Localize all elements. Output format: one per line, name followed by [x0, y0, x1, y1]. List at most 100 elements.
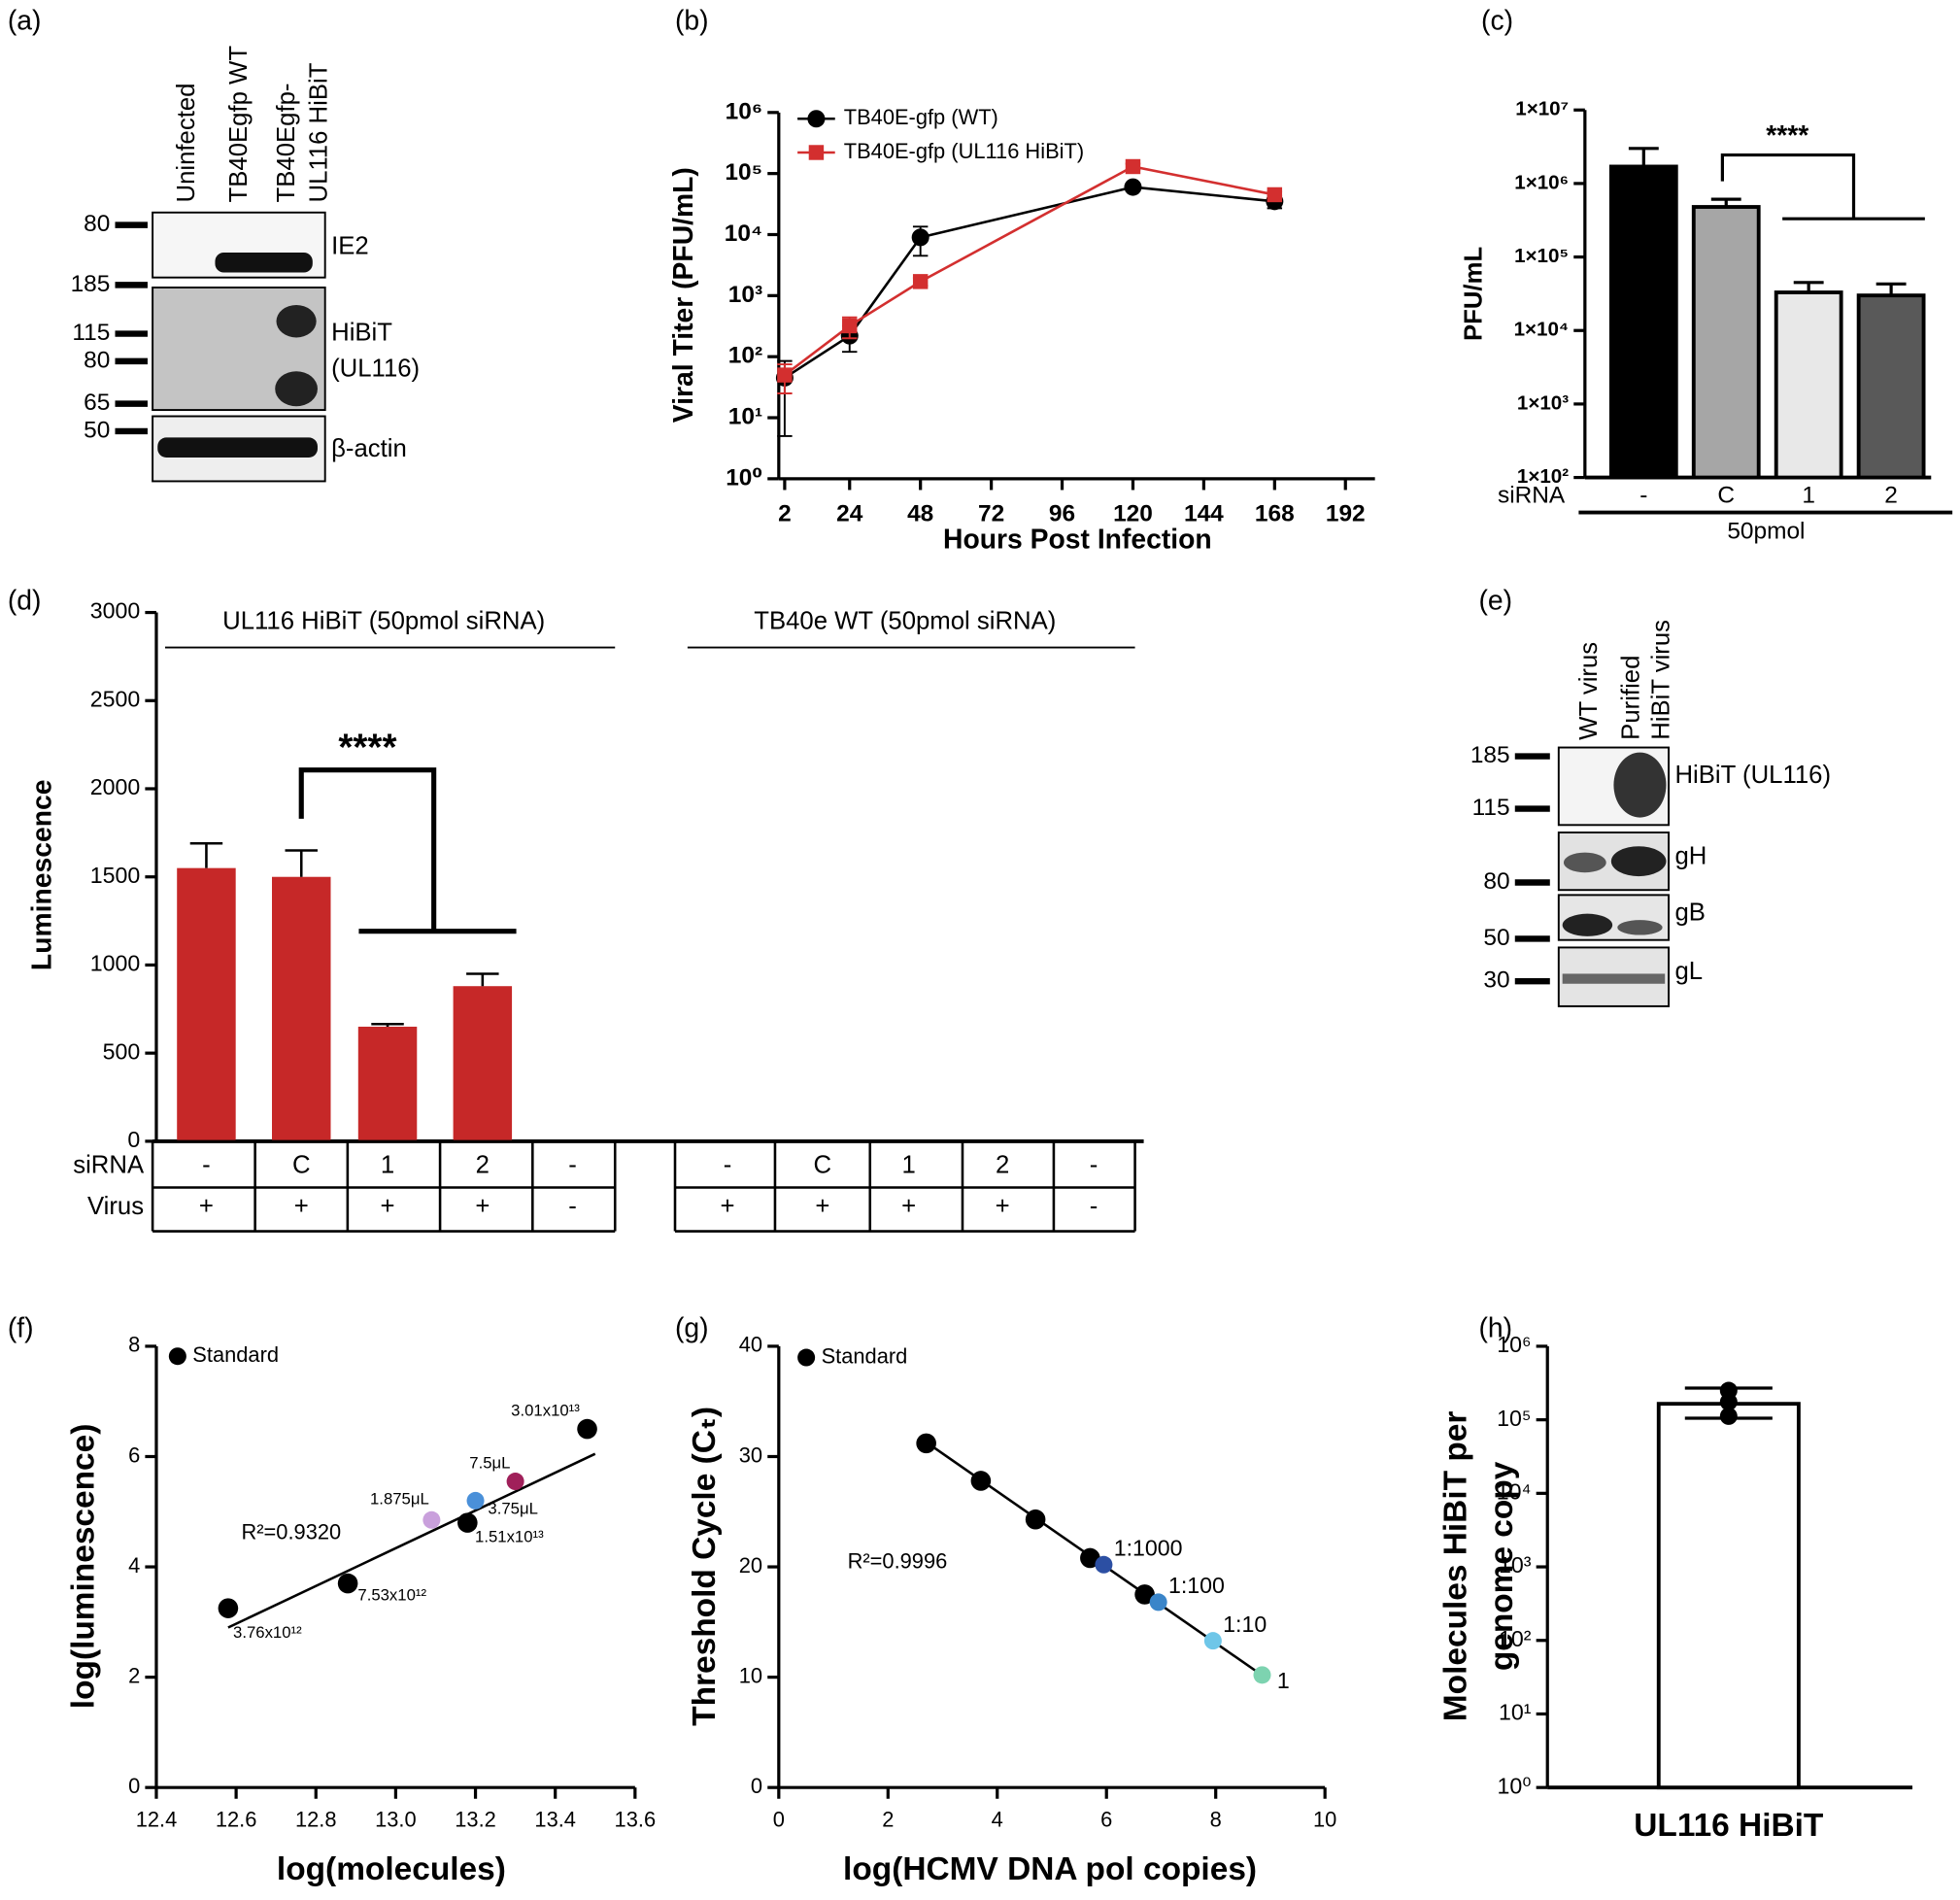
- marker: [1267, 187, 1283, 203]
- marker: [911, 228, 929, 247]
- legend-label: TB40E-gfp (UL116 HiBiT): [844, 139, 1084, 163]
- data-point: [916, 1433, 936, 1454]
- band-label: (UL116): [331, 356, 420, 383]
- table-cell: -: [1090, 1193, 1098, 1220]
- table-cell: -: [1090, 1151, 1098, 1178]
- legend-label: Standard: [822, 1343, 908, 1368]
- error-bar: [466, 972, 499, 987]
- y-tick-label: 10⁶: [1497, 1332, 1531, 1357]
- marker: [1124, 178, 1142, 196]
- blot-e-markers: [1514, 753, 1550, 985]
- band-label: gL: [1674, 958, 1703, 985]
- y-tick-label: 6: [128, 1442, 140, 1467]
- x-tick-label: UL116 HiBiT: [1634, 1808, 1824, 1844]
- table-cell: C: [292, 1151, 311, 1178]
- table-cell: +: [294, 1193, 309, 1220]
- y-tick-label: 8: [128, 1333, 140, 1357]
- group-label: TB40e WT (50pmol siRNA): [754, 608, 1056, 635]
- band: [1613, 752, 1667, 818]
- sample-label: 1:100: [1168, 1573, 1225, 1598]
- marker: [842, 318, 858, 334]
- marker-label: 80: [84, 347, 110, 373]
- significance-label: ****: [338, 727, 396, 768]
- y-axis-title: Molecules HiBiT per: [1437, 1411, 1473, 1722]
- point-label: 7.53x10¹²: [357, 1585, 426, 1604]
- bar: [1656, 1402, 1801, 1790]
- y-tick-label: 4: [128, 1553, 140, 1578]
- panel-label: (d): [8, 585, 42, 616]
- band: [275, 371, 318, 407]
- bar: [177, 867, 236, 1141]
- y-tick-label: 0: [128, 1774, 140, 1798]
- panel-label: (c): [1481, 5, 1513, 36]
- row-label: Virus: [87, 1193, 144, 1220]
- marker-label: 50: [1483, 925, 1509, 951]
- table-cell: +: [721, 1193, 735, 1220]
- sample-label: 3.75μL: [488, 1499, 537, 1517]
- group-label: UL116 HiBiT (50pmol siRNA): [222, 608, 545, 635]
- error-bar: [189, 841, 223, 868]
- x-tick-label: 144: [1184, 501, 1224, 527]
- group-label: 50pmol: [1727, 519, 1805, 545]
- band: [1617, 920, 1663, 935]
- table-cell: +: [815, 1193, 829, 1220]
- table-cell: C: [814, 1151, 832, 1178]
- lane-label: Purified: [1618, 656, 1645, 740]
- y-tick-label: 40: [739, 1333, 762, 1357]
- table-cell: +: [996, 1193, 1010, 1220]
- significance-bracket: [298, 767, 517, 934]
- legend-marker: [797, 1348, 816, 1367]
- point-label: 1.51x10¹³: [475, 1527, 544, 1545]
- y-tick-label: 2500: [90, 686, 141, 711]
- marker-label: 185: [1470, 742, 1510, 768]
- y-tick-label: 1×10⁷: [1515, 98, 1569, 120]
- lane-label: TB40Egfp-: [273, 84, 300, 203]
- y-tick-label: 2: [128, 1663, 140, 1687]
- band: [1563, 852, 1606, 873]
- data-point: [1080, 1547, 1100, 1569]
- x-tick-label: 48: [907, 501, 933, 527]
- error-bar: [1876, 282, 1907, 296]
- band-label: β-actin: [331, 435, 407, 462]
- table-cell: -: [724, 1151, 732, 1178]
- marker-label: 115: [72, 320, 110, 346]
- marker: [912, 274, 929, 289]
- data-point: [970, 1471, 992, 1491]
- band-label: HiBiT (UL116): [1674, 762, 1831, 789]
- y-tick-label: 10: [739, 1663, 762, 1687]
- error-bar: [285, 849, 318, 877]
- y-tick-label: 10⁵: [1497, 1406, 1531, 1431]
- point-label: 3.01x10¹³: [511, 1402, 580, 1420]
- sample-point: [1203, 1632, 1222, 1650]
- legend-marker: [168, 1347, 186, 1366]
- band: [1562, 973, 1666, 984]
- significance-bracket: [1720, 153, 1925, 221]
- marker-label: 65: [84, 390, 110, 416]
- y-tick-label: 10⁴: [725, 221, 762, 247]
- y-axis-title: Threshold Cycle (Cₜ): [687, 1407, 723, 1726]
- significance-label: ****: [1766, 119, 1808, 151]
- error-bar: [1710, 197, 1741, 208]
- y-tick-label: 10¹: [1499, 1700, 1532, 1725]
- x-tick-label: 1: [1802, 482, 1815, 508]
- y-tick-label: 30: [739, 1442, 762, 1467]
- y-tick-label: 20: [739, 1553, 762, 1578]
- error-bar: [371, 1022, 404, 1027]
- sample-point: [1253, 1666, 1271, 1684]
- y-tick-label: 10²: [728, 343, 762, 369]
- y-tick-label: 10¹: [728, 403, 762, 429]
- marker-label: 115: [1472, 795, 1510, 821]
- x-tick-label: C: [1717, 482, 1735, 508]
- y-axis-title: log(luminescence): [65, 1424, 101, 1710]
- blot-a-markers: [115, 221, 148, 435]
- y-tick-label: 10⁰: [1497, 1773, 1531, 1798]
- lane-label: Uninfected: [173, 83, 200, 202]
- sample-label: 1:10: [1223, 1612, 1267, 1637]
- x-tick-label: 13.6: [615, 1808, 657, 1832]
- band-label: HiBiT: [331, 319, 392, 346]
- bar: [272, 876, 331, 1141]
- table-cell: +: [381, 1193, 395, 1220]
- table-cell: 2: [476, 1151, 490, 1178]
- x-tick-label: 2: [882, 1808, 894, 1832]
